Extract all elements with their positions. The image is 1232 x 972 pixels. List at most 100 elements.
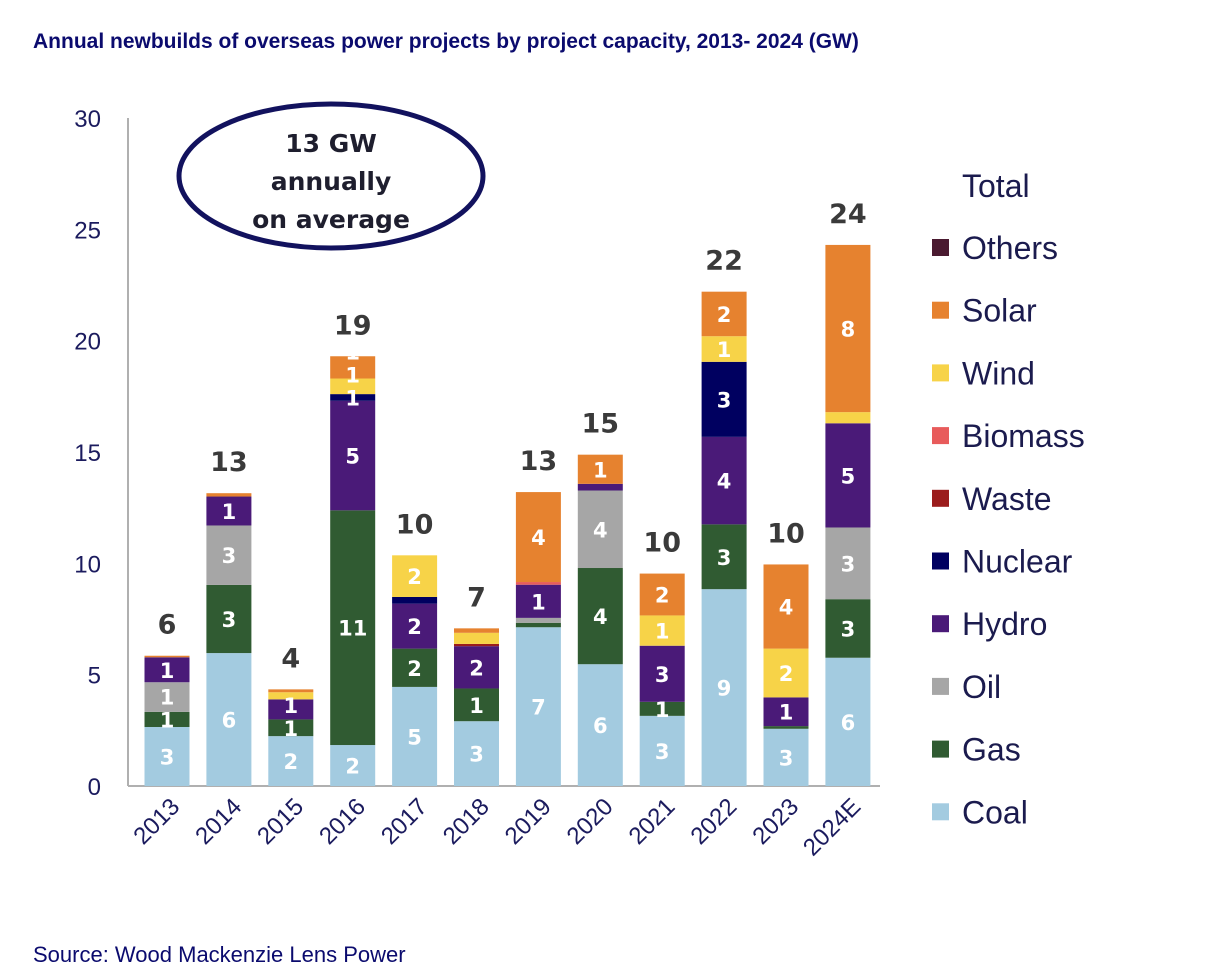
bar-segment-hydro [330,400,376,511]
segment-label: 2 [407,615,422,639]
bar-segment-gas [825,599,871,658]
bar-segment-oil [515,617,561,623]
legend-item-gas: Gas [932,732,1021,768]
segment-label: 2 [779,662,794,686]
bar-segment-hydro [144,657,190,683]
segment-label: 5 [407,725,422,749]
segment-label: 4 [593,518,608,542]
bar-segment-hydro [639,645,685,702]
segment-label: 1 [222,500,237,524]
bar-segment-hydro [701,436,747,525]
segment-label: 3 [160,745,175,769]
legend-swatch [932,677,949,695]
segment-label: 4 [779,596,794,620]
legend-swatch [932,239,949,256]
segment-label: 2 [283,750,298,774]
segment-label: 9 [717,677,732,701]
segment-label: 1 [531,590,546,614]
bar-segment-gas [639,701,685,716]
segment-label: 3 [655,663,670,687]
bar-segment-solar [701,291,747,337]
total-label: 24 [829,199,867,230]
total-label: 19 [334,310,372,341]
source-note: Source: Wood Mackenzie Lens Power [33,942,406,967]
segment-label: 1 [345,340,360,364]
bar-segment-hydro [392,603,438,649]
annotation-line-2: annually [271,167,392,196]
legend-item-wind: Wind [932,355,1035,391]
chart-title: Annual newbuilds of overseas power proje… [33,30,859,53]
x-tick-label: 2019 [500,793,557,850]
bar-segment-wind [392,555,438,597]
segment-label: 4 [593,605,608,629]
total-label: 6 [158,610,177,641]
bar-segment-gas [454,688,499,722]
bar-segment-coal [825,657,871,786]
legend-item-waste: Waste [932,481,1052,517]
bar-segment-coal [330,745,376,786]
legend-item-coal: Coal [932,794,1028,830]
segment-label: 3 [222,544,237,568]
x-tick-label: 2016 [314,793,371,850]
segment-label: 1 [655,698,670,722]
legend-swatch [932,301,949,319]
legend-swatch [932,364,949,382]
x-tick-label: 2021 [624,793,681,850]
bar-segment-gas [330,510,376,746]
bar-segment-solar [639,573,685,616]
legend-label: Wind [962,355,1035,391]
segment-label: 3 [841,552,856,576]
segment-label: 2 [407,657,422,681]
segment-label: 6 [222,709,237,733]
segment-label: 6 [593,714,608,738]
bar-segment-gas [206,584,252,654]
bar-segment-solar [577,454,623,484]
y-tick-label: 20 [74,329,101,356]
segment-label: 3 [222,608,237,632]
bar-segment-coal [392,686,438,786]
x-tick-label: 2020 [562,793,619,850]
segment-label: 1 [345,363,360,387]
y-tick-label: 25 [74,217,101,244]
segment-label: 4 [717,470,732,494]
segment-label: 3 [717,546,732,570]
legend-label: Biomass [962,418,1085,454]
segment-label: 3 [655,740,670,764]
bar-segment-solar [825,244,871,413]
y-tick-label: 5 [88,663,101,690]
bar-segment-coal [268,736,314,786]
bar-segment-coal [763,728,809,786]
bar-segment-hydro [577,483,623,491]
total-label: 10 [396,509,434,540]
annotation-line-1: 13 GW [285,129,377,158]
legend-item-oil: Oil [932,669,1001,705]
bar-segment-oil [577,490,623,569]
total-label: 10 [643,528,681,559]
legend-label: Hydro [962,606,1047,642]
x-tick-label: 2017 [376,793,433,850]
annotation: 13 GW annually on average [176,101,486,251]
segment-label: 3 [717,388,732,412]
segment-label: 2 [655,584,670,608]
segment-label: 7 [531,696,546,720]
bar-segment-solar [515,492,561,583]
bar-segment-wind [763,648,809,698]
total-label: 7 [467,582,486,613]
bar-segment-coal [701,589,747,786]
total-label: 4 [281,643,300,674]
bar-segment-solar [206,493,252,497]
segment-label: 3 [469,743,484,767]
bar-segment-hydro [454,646,499,689]
legend-label: Nuclear [962,544,1073,580]
total-label: 13 [210,447,248,478]
y-tick-label: 10 [74,551,101,578]
bar-segment-solar [330,356,376,379]
bar-segment-hydro [268,699,314,720]
bar-segment-coal [639,715,685,786]
legend-swatch [932,489,949,507]
x-tick-label: 2013 [128,793,185,850]
annotation-line-3: on average [252,205,410,234]
bar-segment-coal [144,726,190,786]
bar-segment-nuclear [392,596,438,604]
